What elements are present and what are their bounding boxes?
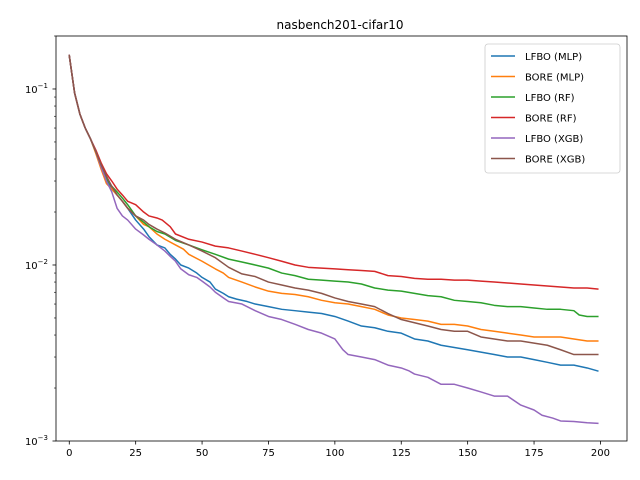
legend-label-5: LFBO (XGB) (525, 134, 583, 145)
legend-label-3: LFBO (RF) (525, 93, 575, 104)
legend-label-1: LFBO (MLP) (525, 52, 582, 63)
series-line-4 (68, 54, 599, 290)
x-tick-label: 150 (458, 448, 477, 459)
x-tick-label: 0 (66, 448, 72, 459)
x-tick-label: 25 (129, 448, 142, 459)
x-tick-label: 175 (524, 448, 543, 459)
chart-title: nasbench201-cifar10 (277, 18, 404, 32)
legend-label-6: BORE (XGB) (525, 155, 585, 166)
series-layer (68, 54, 599, 425)
legend: LFBO (MLP) BORE (MLP) LFBO (RF) BORE (RF) LF… (484, 43, 621, 174)
x-tick-label: 100 (325, 448, 344, 459)
legend-box (484, 43, 621, 174)
x-tick-label: 50 (196, 448, 209, 459)
series-line-5 (68, 54, 599, 425)
x-tick-label: 125 (392, 448, 411, 459)
x-tick-label: 200 (591, 448, 610, 459)
y-tick-label: 10−3 (25, 434, 48, 448)
plot-frame (55, 35, 628, 442)
x-tick-label: 75 (262, 448, 275, 459)
y-tick-label: 10−1 (25, 82, 48, 96)
series-line-6 (68, 54, 599, 356)
legend-label-4: BORE (RF) (525, 114, 577, 125)
axes-layer: 0 25 50 75 100 125 150 175 200 10−3 10−2 10−1 (25, 35, 628, 459)
legend-label-2: BORE (MLP) (525, 73, 584, 84)
y-tick-label: 10−2 (25, 258, 48, 272)
